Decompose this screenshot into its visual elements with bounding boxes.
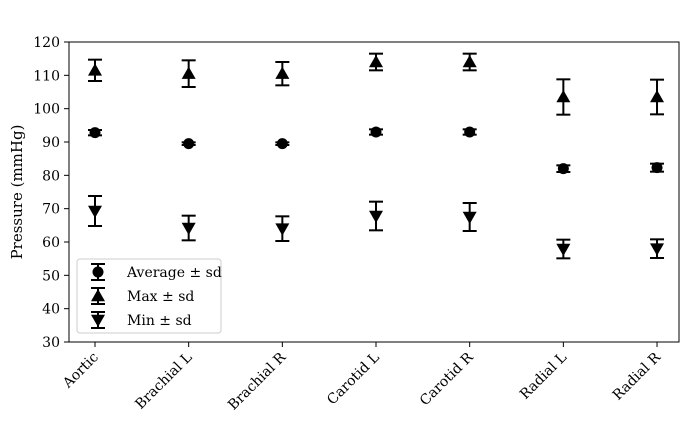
data-point bbox=[556, 243, 571, 256]
y-tick-label: 90 bbox=[42, 135, 60, 151]
x-tick-label: Brachial L bbox=[132, 350, 195, 413]
legend-marker bbox=[91, 314, 105, 327]
legend-entry: Average ± sd bbox=[91, 263, 222, 281]
y-tick-label: 50 bbox=[42, 268, 60, 284]
data-point bbox=[462, 55, 477, 68]
legend-label: Max ± sd bbox=[127, 289, 194, 305]
legend-marker bbox=[91, 289, 105, 302]
x-tick-label: Carotid R bbox=[417, 349, 477, 409]
data-point bbox=[89, 127, 101, 139]
data-point bbox=[464, 126, 476, 138]
y-tick-label: 40 bbox=[42, 302, 60, 318]
data-point bbox=[650, 243, 665, 256]
x-axis: Aortic Brachial L Brachial R Carotid L Carot… bbox=[59, 342, 664, 413]
data-point bbox=[369, 55, 384, 68]
data-point bbox=[370, 126, 382, 138]
y-tick-label: 120 bbox=[33, 35, 60, 51]
data-point bbox=[275, 66, 290, 79]
y-tick-label: 100 bbox=[33, 102, 60, 118]
x-tick-label: Radial L bbox=[517, 350, 570, 403]
plot-area bbox=[88, 52, 665, 260]
data-point bbox=[275, 223, 290, 236]
data-point bbox=[88, 205, 102, 218]
data-point bbox=[556, 90, 571, 103]
legend: Average ± sd Max ± sd Min ± sd bbox=[76, 258, 222, 334]
data-point bbox=[557, 163, 569, 175]
y-tick-label: 110 bbox=[33, 68, 60, 84]
legend-label: Average ± sd bbox=[126, 265, 222, 281]
data-point bbox=[651, 162, 663, 174]
data-point bbox=[650, 90, 665, 103]
x-tick-label: Radial R bbox=[610, 349, 664, 403]
data-point bbox=[88, 63, 102, 76]
data-point bbox=[462, 211, 477, 224]
legend-label: Min ± sd bbox=[127, 313, 192, 329]
data-point bbox=[181, 66, 196, 79]
data-point bbox=[181, 222, 196, 235]
y-axis-label: Pressure (mmHg) bbox=[8, 125, 26, 260]
plot-frame bbox=[68, 41, 680, 343]
x-tick-label: Aortic bbox=[59, 349, 102, 392]
legend-entry: Min ± sd bbox=[91, 311, 192, 329]
x-tick-label: Carotid L bbox=[324, 350, 383, 409]
x-tick-label: Brachial R bbox=[225, 349, 289, 413]
series-2 bbox=[88, 195, 665, 260]
data-point bbox=[369, 210, 384, 223]
legend-marker bbox=[92, 266, 104, 278]
y-tick-label: 30 bbox=[42, 335, 60, 351]
y-axis: 30 40 50 60 70 80 90 100 110 120 bbox=[33, 35, 69, 351]
legend-entry: Max ± sd bbox=[91, 287, 194, 305]
series-0 bbox=[88, 126, 665, 175]
series-1 bbox=[88, 52, 665, 116]
data-point bbox=[183, 138, 195, 150]
y-tick-label: 70 bbox=[42, 202, 60, 218]
data-point bbox=[276, 138, 288, 150]
y-tick-label: 80 bbox=[42, 168, 60, 184]
legend-box bbox=[76, 258, 222, 334]
y-tick-label: 60 bbox=[42, 235, 60, 251]
